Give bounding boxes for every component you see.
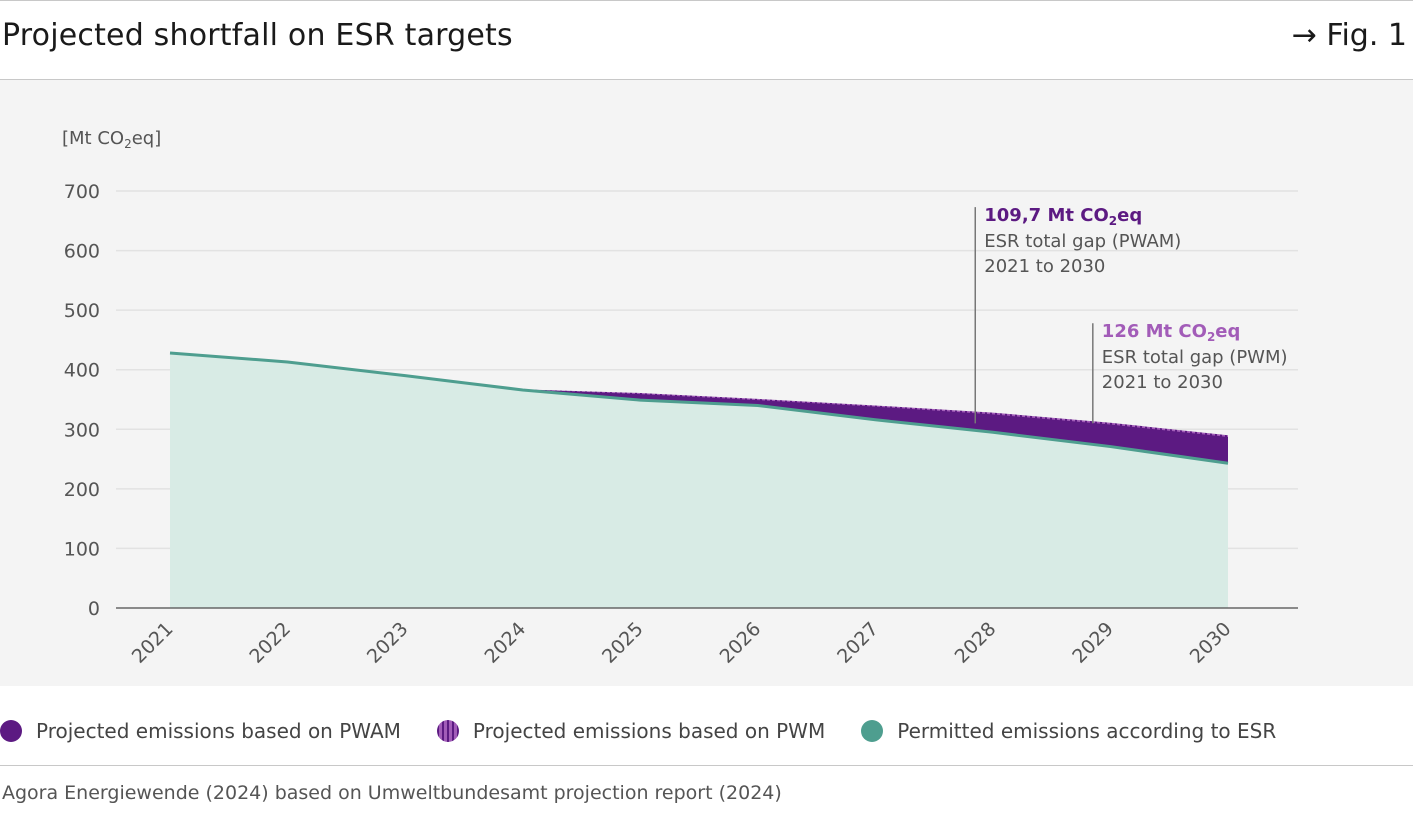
- x-tick-label: 2027: [833, 618, 883, 668]
- legend-label-pwam: Projected emissions based on PWAM: [36, 719, 401, 743]
- x-tick-label: 2028: [951, 618, 1001, 668]
- x-tick-label: 2029: [1068, 618, 1118, 668]
- annotation-line2-pwm: 2021 to 2030: [1102, 372, 1223, 393]
- annotation-value-rest: eq: [1215, 321, 1240, 342]
- y-tick-label: 700: [64, 181, 100, 203]
- x-tick-label: 2030: [1186, 618, 1236, 668]
- chart-title: Projected shortfall on ESR targets: [2, 18, 513, 53]
- header-divider: [0, 79, 1413, 80]
- y-tick-label: 600: [64, 241, 100, 263]
- y-tick-label: 100: [64, 538, 100, 560]
- x-tick-label: 2022: [245, 618, 295, 668]
- esr-area: [170, 353, 1228, 608]
- esr-line: [169, 351, 1229, 465]
- annotation-subscript: 2: [1109, 214, 1117, 228]
- annotation-subscript: 2: [1207, 330, 1215, 344]
- y-tick-label: 300: [64, 419, 100, 441]
- x-tick-label: 2025: [598, 618, 648, 668]
- y-tick-label: 200: [64, 479, 100, 501]
- chart-panel: [Mt CO2eq] 0 100 200 300 400 500 600 700 2021 2022…: [0, 80, 1413, 686]
- footer-divider: [0, 765, 1413, 766]
- x-tick-label: 2026: [716, 618, 766, 668]
- legend-swatch-pwam-icon: [0, 720, 22, 742]
- annotation-value-pwm: 126 Mt CO2eq: [1102, 321, 1241, 344]
- x-tick-label: 2021: [128, 618, 178, 668]
- top-rule: [0, 0, 1413, 1]
- legend-item-pwm: Projected emissions based on PWM: [436, 719, 826, 743]
- x-tick-label: 2023: [363, 618, 413, 668]
- unit-rest: eq]: [132, 128, 162, 149]
- annotation-value-rest: eq: [1117, 205, 1142, 226]
- legend: Projected emissions based on PWAM Projec…: [0, 716, 1312, 746]
- legend-label-esr: Permitted emissions according to ESR: [897, 719, 1277, 743]
- pwam-gap-area: [522, 389, 1228, 464]
- unit-subscript: 2: [124, 137, 132, 151]
- y-tick-label: 400: [64, 360, 100, 382]
- y-tick-label: 500: [64, 300, 100, 322]
- figure-label: → Fig. 1: [1291, 18, 1407, 53]
- annotation-line2-pwam: 2021 to 2030: [984, 256, 1105, 277]
- legend-item-pwam: Projected emissions based on PWAM: [0, 719, 401, 743]
- annotation-value-pwam: 109,7 Mt CO2eq: [984, 205, 1142, 228]
- annotation-line1-pwam: ESR total gap (PWAM): [984, 231, 1181, 252]
- x-tick-label: 2024: [480, 618, 530, 668]
- y-tick-label: 0: [88, 598, 100, 620]
- legend-label-pwm: Projected emissions based on PWM: [472, 719, 826, 743]
- annotation-line1-pwm: ESR total gap (PWM): [1102, 347, 1288, 368]
- area-chart: [Mt CO2eq] 0 100 200 300 400 500 600 700 2021 2022…: [62, 128, 1298, 668]
- y-axis-unit-label: [Mt CO2eq]: [62, 128, 161, 151]
- source-note: Agora Energiewende (2024) based on Umwel…: [2, 782, 782, 804]
- legend-item-esr: Permitted emissions according to ESR: [861, 719, 1276, 743]
- legend-swatch-pwm-icon: [436, 720, 459, 742]
- legend-swatch-esr-icon: [861, 720, 884, 742]
